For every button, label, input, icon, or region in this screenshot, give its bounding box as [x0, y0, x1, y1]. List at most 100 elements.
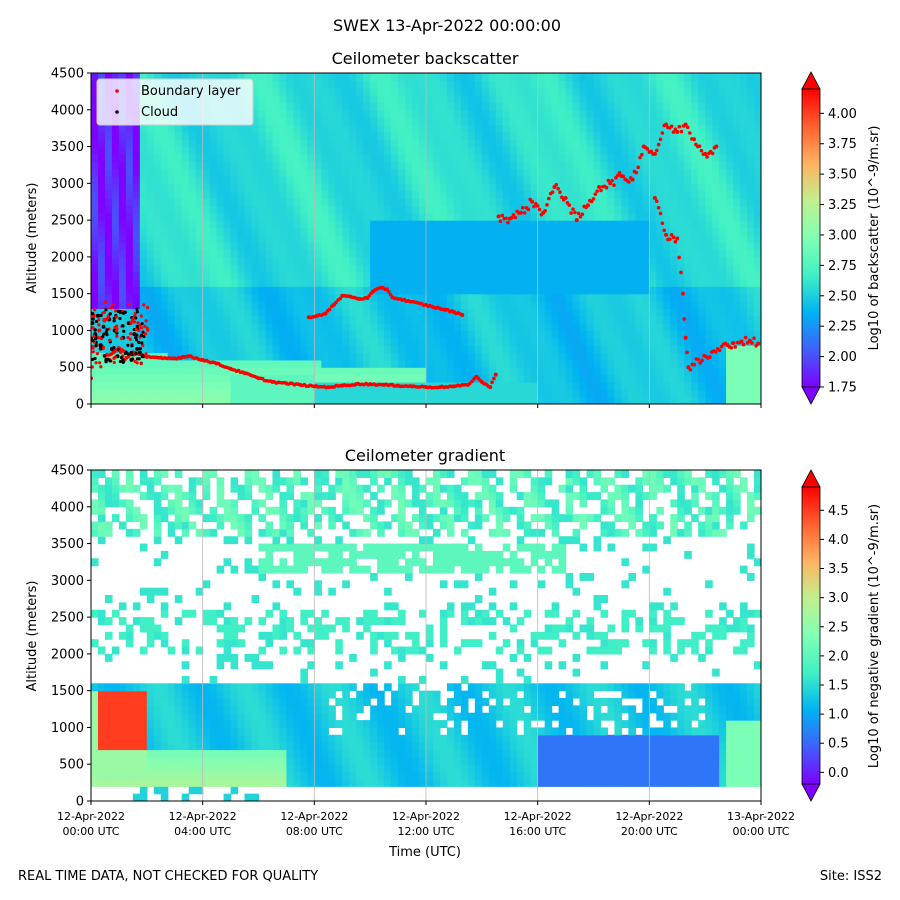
cloud-point	[95, 313, 100, 318]
boundary-layer-point	[97, 328, 102, 333]
boundary-layer-point	[488, 385, 493, 390]
boundary-layer-point	[543, 209, 547, 213]
boundary-layer-point	[627, 180, 631, 184]
cloud-point	[108, 359, 112, 363]
gradient-gridlines	[202, 470, 650, 801]
boundary-layer-point	[386, 289, 391, 294]
cloud-point	[140, 341, 144, 345]
boundary-layer-point	[470, 379, 474, 384]
boundary-layer-point	[490, 380, 494, 385]
legend-boundary-layer-label: Boundary layer	[141, 84, 241, 99]
boundary-layer-point	[550, 190, 555, 194]
cloud-point	[141, 330, 145, 334]
boundary-layer-point	[143, 324, 147, 328]
boundary-layer-point	[688, 131, 692, 135]
cloud-point	[116, 309, 120, 313]
boundary-layer-point	[688, 367, 693, 372]
backscatter-colorbar-tick-label: 2.25	[828, 320, 857, 335]
boundary-layer-point	[621, 174, 626, 179]
gradient-xtick-date: 12-Apr-2022	[57, 810, 125, 823]
gradient-xlabel: Time (UTC)	[388, 845, 461, 860]
cloud-point	[102, 354, 106, 358]
cloud-point	[112, 346, 116, 350]
boundary-layer-point	[658, 137, 663, 142]
boundary-layer-point	[115, 334, 119, 338]
boundary-layer-point	[654, 199, 659, 204]
gradient-xtick-time: 04:00 UTC	[174, 825, 231, 838]
boundary-layer-point	[545, 203, 549, 207]
boundary-layer-point	[535, 204, 540, 208]
backscatter-colorbar-tick-label: 4.00	[828, 107, 857, 122]
boundary-layer-point	[675, 129, 680, 134]
gradient-colorbar-tick-label: 3.0	[828, 591, 849, 606]
boundary-layer-point	[334, 300, 338, 305]
boundary-layer-point	[743, 335, 748, 340]
boundary-layer-point	[585, 203, 590, 208]
site-label: Site: ISS2	[819, 869, 882, 884]
boundary-layer-point	[677, 124, 682, 129]
boundary-layer-point	[634, 170, 639, 175]
boundary-layer-point	[131, 317, 135, 321]
gradient-colorbar-frame	[801, 486, 821, 785]
backscatter-colorbar-max-extend	[801, 71, 821, 90]
boundary-layer-point	[138, 323, 142, 327]
cloud-point	[138, 347, 142, 351]
boundary-layer-point	[697, 144, 702, 148]
cloud-point	[98, 347, 103, 351]
gradient-panel: Ceilometer gradient 0 500 1000 1500 2000 2500…	[25, 446, 882, 860]
gradient-xtick-time: 08:00 UTC	[286, 825, 343, 838]
boundary-layer-point	[91, 365, 94, 369]
boundary-layer-point	[119, 336, 124, 341]
boundary-layer-point	[699, 148, 704, 153]
cloud-point	[121, 360, 125, 365]
cloud-point	[104, 360, 108, 364]
backscatter-gridlines	[202, 73, 650, 404]
backscatter-markers	[91, 122, 761, 390]
boundary-layer-point	[685, 350, 689, 355]
gradient-xtick-time: 00:00 UTC	[732, 825, 789, 838]
boundary-layer-point	[567, 203, 572, 207]
boundary-layer-point	[97, 323, 101, 327]
boundary-layer-point	[692, 362, 697, 367]
backscatter-ytick-label: 3500	[51, 140, 84, 155]
boundary-layer-point	[654, 148, 659, 153]
boundary-layer-point	[93, 308, 97, 312]
boundary-layer-point	[126, 354, 131, 359]
cloud-point	[91, 336, 94, 340]
boundary-layer-point	[645, 147, 650, 151]
boundary-layer-point	[638, 155, 642, 160]
boundary-layer-point	[729, 346, 734, 350]
backscatter-ytick-label: 1000	[51, 324, 84, 339]
gradient-xtick-date: 12-Apr-2022	[392, 810, 460, 823]
backscatter-colorbar-tick-label: 3.25	[828, 198, 857, 213]
cloud-point	[135, 307, 139, 311]
gradient-xaxis: 12-Apr-2022 00:00 UTC 12-Apr-2022 04:00 UTC…	[57, 801, 795, 838]
cloud-point	[137, 350, 142, 355]
boundary-layer-point	[640, 152, 644, 157]
boundary-layer-point	[98, 361, 102, 365]
cloud-point	[135, 333, 139, 337]
cloud-point	[101, 335, 105, 339]
quality-disclaimer: REAL TIME DATA, NOT CHECKED FOR QUALITY	[18, 869, 319, 884]
boundary-layer-point	[104, 317, 109, 321]
boundary-layer-point	[662, 228, 667, 233]
boundary-layer-point	[118, 349, 123, 354]
boundary-layer-point	[141, 343, 145, 348]
cloud-point	[93, 356, 97, 361]
boundary-layer-point	[717, 348, 722, 353]
boundary-layer-point	[591, 197, 596, 201]
boundary-layer-point	[683, 335, 688, 340]
boundary-layer-point	[571, 207, 575, 211]
gradient-colorbar-min-extend	[801, 783, 821, 802]
cloud-point	[118, 359, 122, 364]
boundary-layer-point	[612, 183, 616, 188]
backscatter-colorbar-tick-label: 1.75	[828, 381, 857, 396]
boundary-layer-point	[532, 204, 536, 209]
gradient-colorbar-tick-label: 4.5	[828, 504, 849, 519]
boundary-layer-point	[114, 315, 118, 319]
boundary-layer-point	[576, 211, 581, 216]
boundary-layer-point	[144, 319, 148, 323]
boundary-layer-point	[669, 124, 674, 129]
boundary-layer-point	[144, 352, 148, 356]
